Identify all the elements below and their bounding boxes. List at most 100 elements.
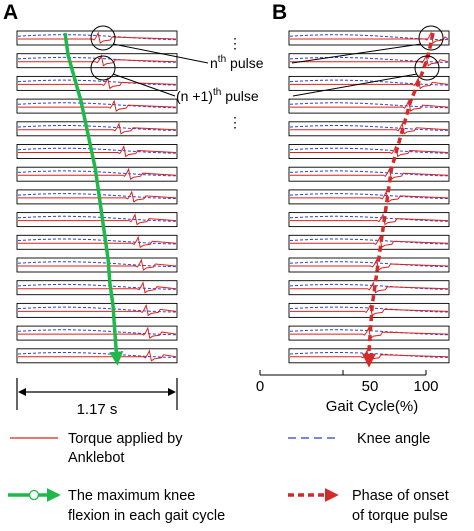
torque-trace-a-4 [18,99,177,112]
panel-a-label: A [3,1,18,24]
time-span-label: 1.17 s [77,401,118,418]
knee-angle-trace-b-11 [289,261,448,268]
knee-angle-trace-b-7 [289,170,448,177]
n1-pulse-circle-b [414,55,440,81]
panel-b-label: B [272,1,287,24]
nth-pulse-circle-b [418,25,444,51]
legend-max-flexion-marker [28,489,40,501]
strip-frame-b-11 [288,257,450,273]
knee-angle-trace-a-15 [17,352,176,358]
legend-max-flexion-label-2: flexion in each gait cycle [68,508,225,524]
strip-frame-b-6 [288,144,450,159]
nth-leader-b [291,43,422,64]
legend-max-flexion-label-1: The maximum knee [68,488,195,504]
knee-angle-trace-a-8 [17,193,176,199]
n1-pulse-label: (n +1)th pulse [176,87,259,104]
strip-frame-b-7 [288,166,450,182]
torque-trace-b-14 [290,326,449,339]
torque-trace-b-1 [290,31,449,44]
knee-angle-trace-a-2 [17,56,176,63]
n1-pulse-circle-a [90,55,116,81]
strip-frame-a-3 [16,75,178,91]
strip-frame-a-4 [16,98,178,114]
time-span-arrow-left [18,388,26,396]
knee-angle-trace-b-15 [289,352,448,358]
n1-leader-a [112,73,176,97]
gait-tick-label-50: 50 [362,378,379,395]
strip-frame-b-13 [288,302,450,318]
strip-frame-b-2 [288,53,450,69]
gait-axis-title: Gait Cycle(%) [326,398,419,415]
torque-trace-b-8 [290,190,449,203]
strip-frame-a-2 [16,53,178,69]
strip-frame-b-10 [288,234,450,250]
legend-phase-onset-label-2: of torque pulse [352,508,448,524]
strip-frame-b-3 [288,75,450,91]
knee-angle-trace-a-7 [17,170,176,177]
strip-frame-a-11 [16,257,178,273]
strip-frame-b-8 [288,189,450,205]
ellipsis-top: ⋮ [228,35,242,51]
strip-frame-a-10 [16,234,178,250]
torque-trace-b-2 [290,54,449,67]
torque-trace-a-3 [18,76,177,90]
torque-trace-a-15 [18,349,177,362]
strip-frame-a-6 [16,144,178,159]
time-span-arrow-right [168,388,176,396]
strip-frame-b-1 [288,30,450,46]
torque-trace-a-11 [18,258,177,271]
knee-angle-trace-b-3 [289,79,448,86]
strip-frame-b-4 [288,98,450,114]
torque-trace-b-12 [290,281,449,294]
torque-trace-a-2 [18,54,177,67]
knee-angle-trace-a-4 [17,102,176,109]
torque-trace-b-13 [290,303,449,317]
knee-angle-trace-a-13 [17,306,176,313]
strip-frame-b-9 [288,212,450,228]
knee-angle-trace-b-9 [289,215,448,222]
gait-tick-label-0: 0 [256,378,264,395]
legend-torque-label-2: Anklebot [68,450,124,466]
panel-a-strips [16,30,178,364]
torque-trace-b-6 [290,144,449,158]
strip-frame-b-5 [288,121,450,137]
n1-leader-b [292,73,418,97]
knee-angle-trace-b-8 [289,193,448,199]
torque-trace-a-1 [18,31,177,44]
nth-leader-a [112,43,209,64]
nth-pulse-circle-a [90,25,116,51]
torque-trace-a-5 [18,122,177,135]
strip-frame-a-12 [16,280,178,296]
max-flexion-curve [63,32,124,366]
ellipsis-bottom: ⋮ [228,114,242,130]
knee-angle-trace-b-5 [289,125,448,131]
knee-angle-trace-a-5 [17,125,176,131]
knee-angle-trace-a-11 [17,261,176,268]
panel-b-strips [288,30,450,364]
knee-angle-trace-b-14 [289,329,448,336]
legend-knee-label: Knee angle [357,431,430,447]
knee-angle-trace-a-1 [17,34,176,41]
legend-torque-label-1: Torque applied by [68,431,183,447]
torque-trace-a-12 [18,281,177,294]
knee-angle-trace-b-2 [289,56,448,63]
strip-frame-a-15 [16,348,178,364]
strip-frame-b-12 [288,280,450,296]
strip-frame-a-5 [16,121,178,137]
torque-trace-a-9 [18,213,177,226]
torque-trace-b-11 [290,258,449,271]
knee-angle-trace-b-12 [289,283,448,290]
strip-frame-a-13 [16,302,178,318]
torque-trace-a-13 [18,303,177,317]
knee-angle-trace-a-14 [17,329,176,336]
strip-frame-a-1 [16,30,178,46]
gait-tick-label-100: 100 [413,378,438,395]
legend-phase-onset-label-1: Phase of onset [352,488,449,504]
knee-angle-trace-a-12 [17,283,176,290]
knee-angle-trace-b-6 [289,147,448,154]
strip-frame-a-9 [16,212,178,228]
strip-frame-a-14 [16,325,178,341]
torque-trace-b-9 [290,213,449,226]
torque-trace-a-6 [18,144,177,158]
